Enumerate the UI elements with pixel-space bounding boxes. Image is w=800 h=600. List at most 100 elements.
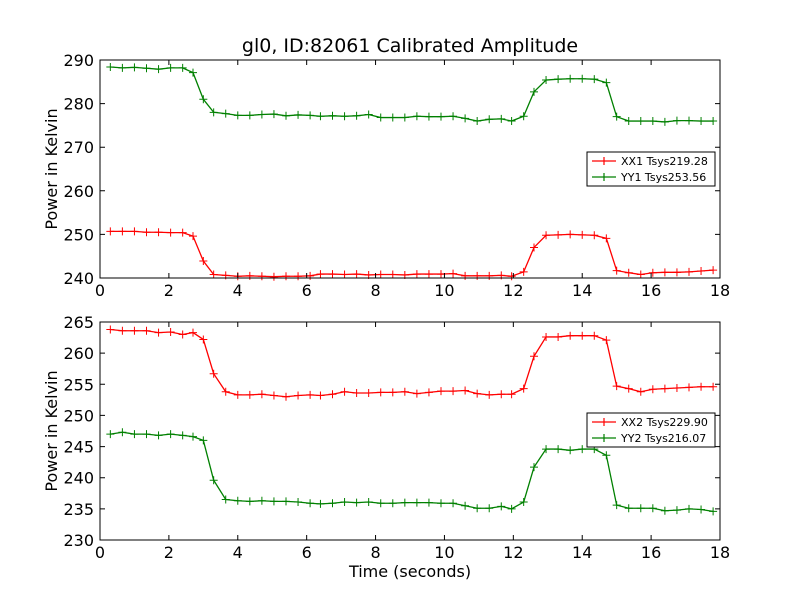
data-point (554, 230, 563, 239)
series-line-2 (110, 431, 714, 512)
data-point (352, 111, 361, 120)
series-line-1 (110, 230, 714, 278)
data-point (412, 270, 421, 279)
data-point (233, 111, 242, 120)
legend-entry: YY2 Tsys216.07 (620, 432, 706, 445)
data-point (437, 387, 445, 396)
data-point (189, 232, 197, 241)
data-point (497, 114, 506, 123)
data-point (189, 328, 197, 337)
data-point (199, 256, 208, 265)
data-point (542, 332, 551, 341)
data-point (660, 506, 669, 515)
data-point (530, 463, 538, 472)
data-point (306, 111, 315, 120)
data-point (709, 117, 718, 126)
data-point (542, 76, 551, 85)
legend-box (586, 412, 716, 448)
y-tick-label: 260 (63, 344, 94, 363)
data-point (130, 227, 139, 236)
data-point (554, 75, 563, 84)
data-point (648, 385, 657, 394)
x-tick-label: 10 (434, 543, 454, 562)
y-tick-label: 260 (63, 182, 94, 201)
data-point (166, 228, 175, 237)
data-point (269, 391, 278, 400)
data-point (328, 111, 337, 120)
data-point (636, 387, 645, 396)
data-point (685, 504, 693, 513)
data-point (485, 115, 494, 124)
data-point (257, 272, 266, 281)
data-point (388, 270, 397, 279)
x-tick-label: 4 (233, 281, 243, 300)
x-axis-label: Time (seconds) (348, 562, 471, 581)
data-point (449, 112, 458, 121)
data-point (660, 117, 669, 126)
data-point (507, 272, 516, 281)
data-point (364, 110, 373, 119)
data-point (636, 504, 645, 513)
data-point (412, 112, 421, 121)
data-point (602, 234, 611, 243)
data-point (461, 271, 470, 280)
data-point (437, 270, 445, 279)
data-point (306, 499, 315, 508)
data-point (294, 391, 303, 400)
y-tick-label: 255 (63, 375, 94, 394)
data-point (612, 382, 621, 391)
data-point (376, 388, 385, 397)
data-point (209, 476, 218, 485)
data-point (199, 335, 208, 344)
y-tick-label: 245 (63, 438, 94, 457)
y-tick-label: 250 (63, 225, 94, 244)
data-point (306, 390, 315, 399)
x-tick-label: 2 (164, 543, 174, 562)
data-point (245, 111, 254, 120)
data-point (400, 113, 409, 122)
data-point (245, 390, 254, 399)
data-point (130, 326, 139, 335)
y-tick-label: 270 (63, 138, 94, 157)
x-tick-label: 16 (641, 281, 661, 300)
data-point (697, 117, 706, 126)
data-point (257, 496, 266, 505)
data-point (142, 228, 151, 237)
data-point (578, 331, 587, 340)
data-point (245, 497, 254, 506)
data-point (672, 384, 681, 393)
y-tick-label: 265 (63, 313, 94, 332)
data-point (685, 383, 693, 392)
x-tick-label: 14 (572, 543, 592, 562)
data-point (709, 382, 718, 391)
data-point (648, 117, 657, 126)
series-line-1 (110, 328, 714, 398)
x-tick-label: 0 (95, 281, 105, 300)
data-point (178, 228, 187, 237)
data-point (412, 498, 421, 507)
data-point (473, 389, 482, 398)
data-point (672, 116, 681, 125)
data-point (449, 269, 458, 278)
data-point (142, 430, 151, 439)
x-tick-label: 14 (572, 281, 592, 300)
data-point (685, 116, 693, 125)
legend-swatch (592, 157, 616, 165)
data-point (388, 113, 397, 122)
data-point (316, 391, 325, 400)
data-point (400, 387, 409, 396)
data-point (519, 112, 528, 121)
data-point (340, 112, 349, 121)
plot-frame (99, 59, 721, 279)
data-point (282, 111, 290, 120)
plot-frame (99, 321, 721, 541)
data-point (449, 499, 458, 508)
data-point (612, 112, 621, 121)
data-point (166, 430, 175, 439)
y-tick-label: 240 (63, 269, 94, 288)
data-point (118, 227, 127, 236)
data-point (199, 436, 208, 445)
data-point (660, 384, 669, 393)
data-point (221, 387, 230, 396)
data-point (282, 497, 290, 506)
